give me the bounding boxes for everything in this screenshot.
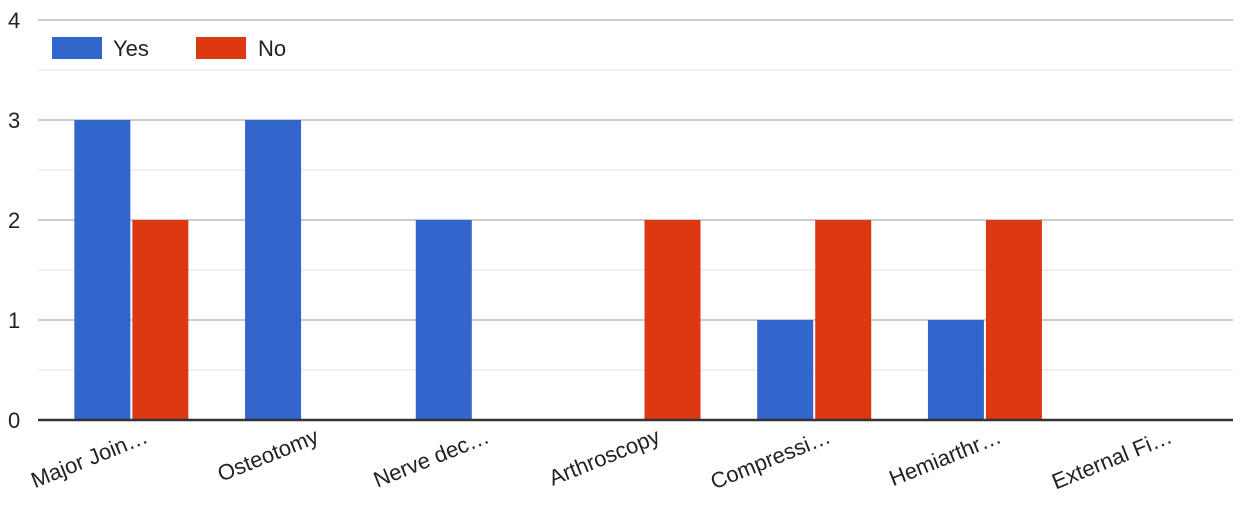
x-tick-label: Osteotomy bbox=[214, 423, 322, 486]
y-axis-tick-labels: 0 1 2 3 4 bbox=[8, 8, 20, 433]
bar-yes-2 bbox=[415, 220, 472, 420]
bar-yes-5 bbox=[927, 320, 984, 420]
bar-yes-0 bbox=[74, 120, 131, 420]
legend-swatch-no bbox=[196, 37, 246, 59]
x-tick-label: External Fi… bbox=[1048, 423, 1175, 494]
x-tick-label: Hemiarthr… bbox=[885, 423, 1004, 491]
bar-yes-1 bbox=[245, 120, 302, 420]
bar-no-3 bbox=[644, 220, 701, 420]
y-tick-label: 1 bbox=[8, 308, 20, 333]
bars bbox=[74, 120, 1042, 420]
bar-no-5 bbox=[985, 220, 1042, 420]
y-tick-label: 3 bbox=[8, 108, 20, 133]
y-tick-label: 0 bbox=[8, 408, 20, 433]
x-tick-label: Arthroscopy bbox=[545, 423, 663, 490]
bar-no-0 bbox=[132, 220, 189, 420]
legend-label-no: No bbox=[258, 36, 286, 61]
y-tick-label: 2 bbox=[8, 208, 20, 233]
bar-no-4 bbox=[815, 220, 872, 420]
legend-label-yes: Yes bbox=[113, 36, 149, 61]
x-tick-label: Nerve dec… bbox=[370, 423, 493, 492]
x-tick-label: Major Join… bbox=[27, 423, 151, 492]
x-axis-tick-labels: Major Join… Osteotomy Nerve dec… Arthroscop… bbox=[27, 423, 1175, 494]
bar-yes-4 bbox=[757, 320, 814, 420]
legend-swatch-yes bbox=[52, 37, 102, 59]
x-tick-label: Compressi… bbox=[707, 423, 834, 494]
y-tick-label: 4 bbox=[8, 8, 20, 33]
legend: Yes No bbox=[52, 36, 286, 61]
gridlines bbox=[38, 19, 1233, 371]
